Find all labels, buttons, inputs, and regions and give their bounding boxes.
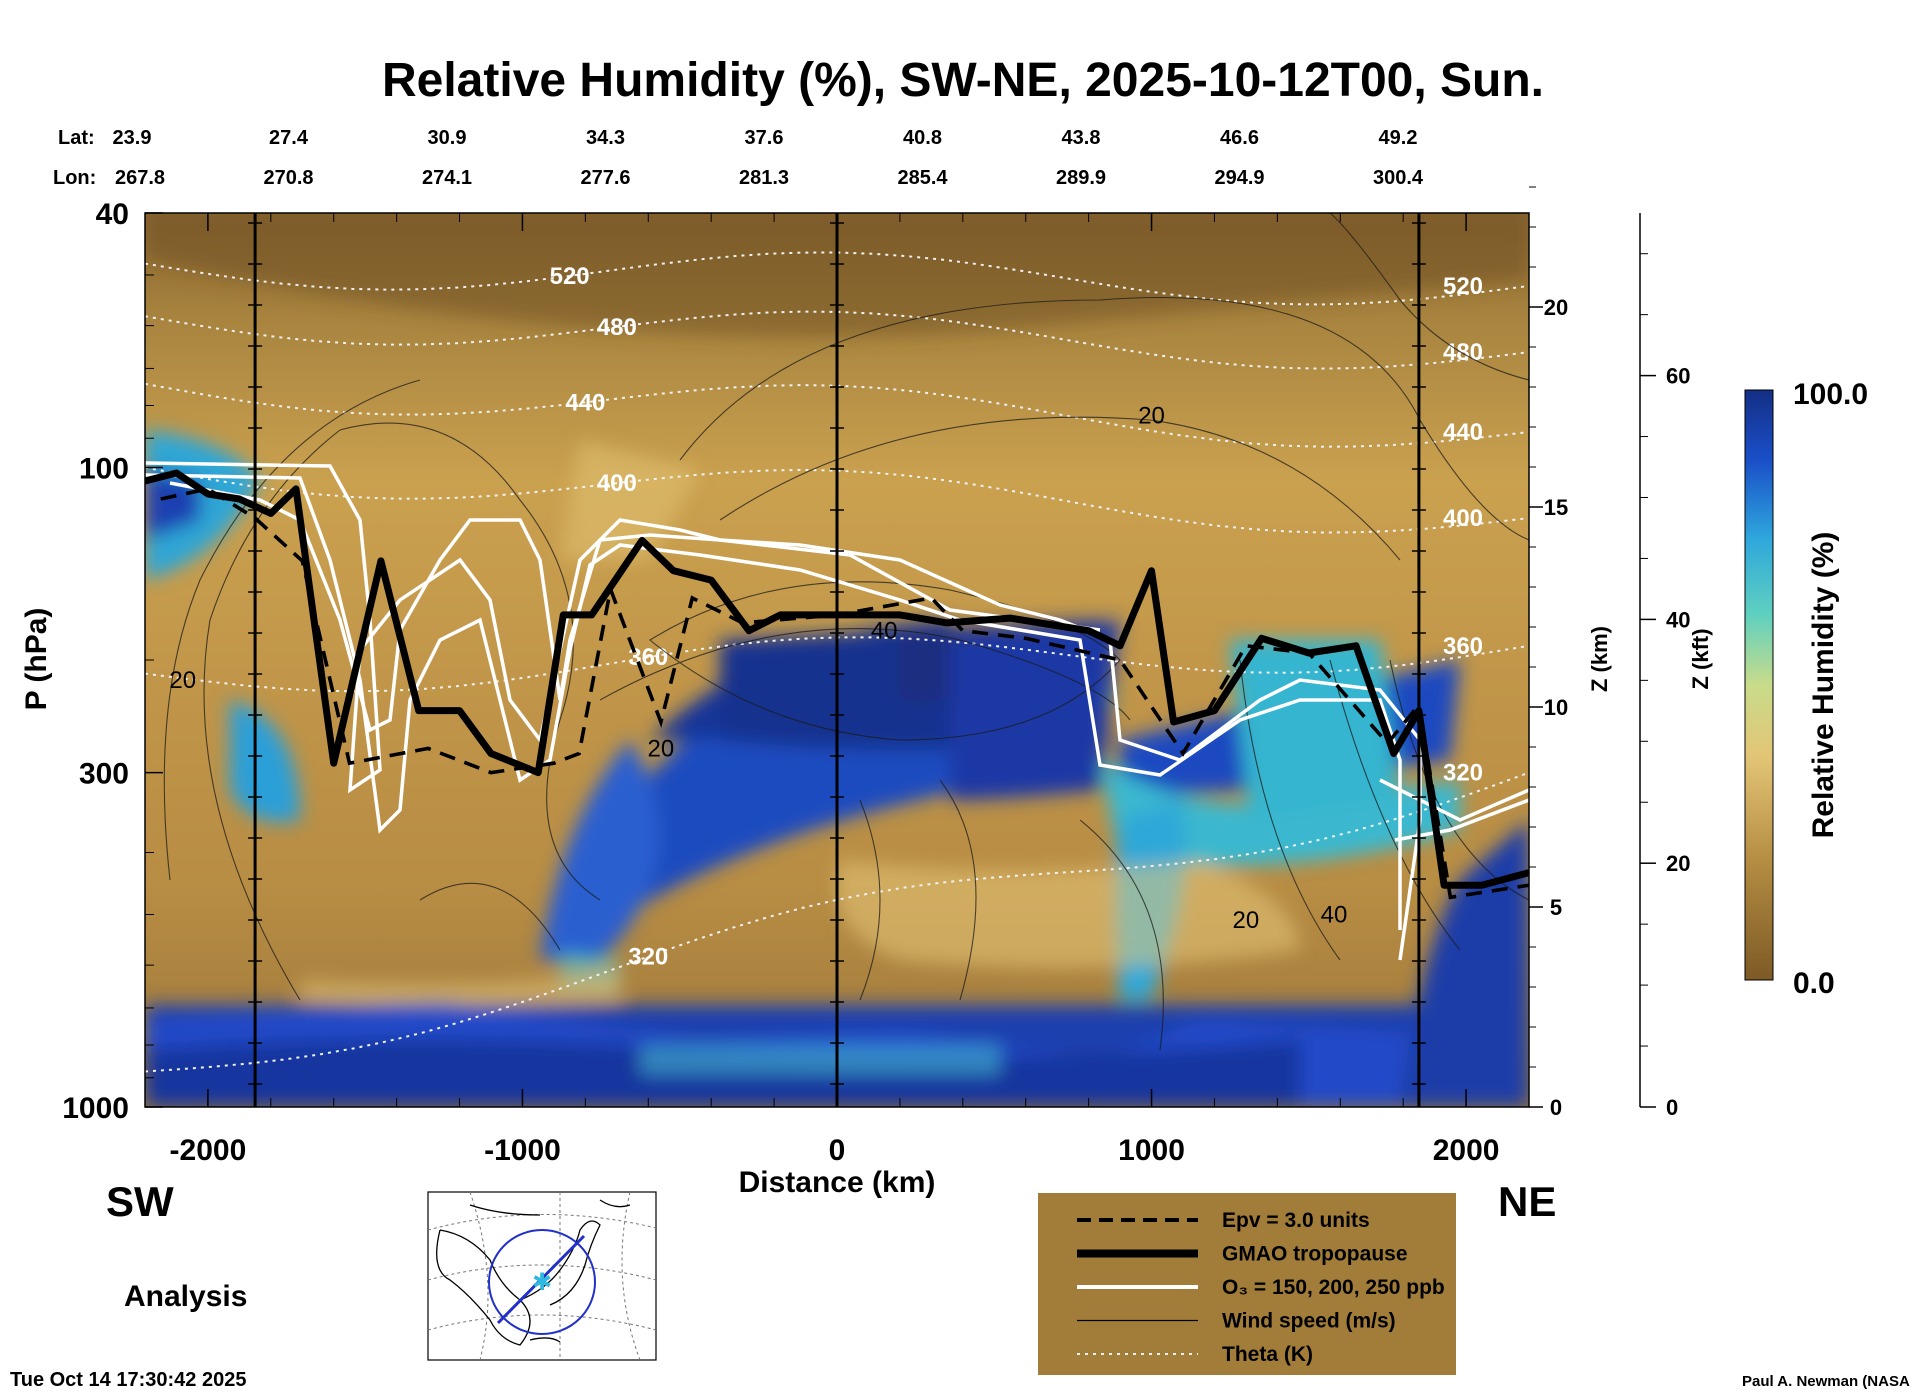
lat-value: 27.4	[269, 127, 309, 149]
legend-label: Wind speed (m/s)	[1222, 1310, 1396, 1333]
theta-label: 400	[1443, 505, 1483, 532]
lat-value: 40.8	[903, 127, 942, 149]
theta-line	[145, 771, 1529, 1073]
z-km-tick-label: 0	[1550, 1095, 1562, 1120]
z-kft-tick-label: 40	[1666, 607, 1690, 632]
z-km-tick-label: 15	[1544, 495, 1568, 520]
y-tick-label: 100	[79, 452, 129, 485]
theta-label: 480	[1443, 339, 1483, 366]
credit: Paul A. Newman (NASA	[1742, 1373, 1910, 1390]
z-kft-axis: 0 20 40 60	[1639, 213, 1690, 1120]
wind-speed-label: 40	[1321, 901, 1348, 928]
colorbar-title: Relative Humidity (%)	[1807, 532, 1840, 839]
theta-line	[145, 251, 1529, 306]
theta-label: 440	[1443, 419, 1483, 446]
wind-speed-label: 20	[1138, 403, 1165, 430]
legend-box	[1038, 1193, 1456, 1375]
lon-value: 294.9	[1214, 167, 1264, 189]
legend-label: O₃ = 150, 200, 250 ppb	[1222, 1276, 1445, 1299]
z-kft-tick-label: 20	[1666, 851, 1690, 876]
x-tick-label: 0	[829, 1134, 846, 1167]
inset-map-center-icon: ✱	[532, 1269, 552, 1296]
lat-value: 49.2	[1379, 127, 1418, 149]
lon-value: 270.8	[263, 167, 313, 189]
chart-title: Relative Humidity (%), SW-NE, 2025-10-12…	[382, 54, 1544, 107]
rh-field	[145, 213, 1529, 1107]
theta-label: 440	[565, 389, 605, 416]
y-tick-label: 300	[79, 758, 129, 791]
lat-value: 37.6	[745, 127, 784, 149]
legend-label: GMAO tropopause	[1222, 1243, 1408, 1266]
theta-line	[145, 382, 1529, 448]
theta-label: 320	[628, 944, 668, 971]
z-km-tick-label: 5	[1550, 895, 1562, 920]
z-km-axis: 0 5 10 15 20	[1529, 186, 1568, 1120]
y-axis-label: P (hPa)	[20, 608, 53, 711]
wind-speed-label: 40	[871, 618, 898, 645]
theta-label: 360	[1443, 633, 1483, 660]
x-tick-label: 1000	[1118, 1134, 1185, 1167]
lat-lon-row: 23.9 267.8 27.4 270.8 30.9 274.1 34.3 277.6 37.6…	[113, 127, 1424, 189]
lon-value: 274.1	[422, 167, 472, 189]
x-axis: -2000 -1000 0 1000 2000	[144, 213, 1530, 1167]
theta-label: 400	[597, 470, 637, 497]
y-axis: 40 100 300 1000	[62, 198, 163, 1125]
z-kft-tick-label: 0	[1666, 1095, 1678, 1120]
ne-label: NE	[1498, 1178, 1556, 1225]
colorbar-gradient	[1744, 389, 1774, 981]
analysis-label: Analysis	[124, 1280, 247, 1313]
lat-value: 43.8	[1062, 127, 1101, 149]
lon-value: 281.3	[739, 167, 789, 189]
z-km-label: Z (km)	[1587, 626, 1612, 692]
lon-label: Lon:	[53, 167, 96, 189]
x-tick-label: -1000	[484, 1134, 561, 1167]
z-kft-label: Z (kft)	[1688, 628, 1713, 689]
theta-label: 320	[1443, 760, 1483, 787]
legend: Epv = 3.0 units GMAO tropopause O₃ = 150, …	[1038, 1193, 1456, 1375]
wind-speed-contours	[163, 213, 1529, 1051]
theta-label: 520	[1443, 273, 1483, 300]
sw-label: SW	[106, 1178, 174, 1225]
x-tick-label: -2000	[170, 1134, 247, 1167]
ozone-contours	[145, 461, 1529, 961]
wind-speed-label: 20	[169, 667, 196, 694]
lat-value: 23.9	[113, 127, 152, 149]
colorbar: 100.0 0.0 Relative Humidity (%)	[1744, 378, 1868, 1000]
lon-value: 300.4	[1373, 167, 1424, 189]
wind-speed-label: 20	[648, 735, 675, 762]
z-kft-tick-label: 60	[1666, 364, 1690, 389]
lat-value: 30.9	[428, 127, 467, 149]
theta-line	[145, 310, 1529, 370]
lat-value: 34.3	[586, 127, 625, 149]
legend-label: Epv = 3.0 units	[1222, 1209, 1370, 1232]
lat-label: Lat:	[58, 127, 95, 149]
gmao-tropopause-line	[145, 469, 1529, 889]
theta-line	[145, 466, 1529, 534]
wind-speed-labels: 20 20 20 40 20 40	[169, 403, 1347, 934]
lon-value: 267.8	[115, 167, 165, 189]
theta-label: 520	[550, 263, 590, 290]
theta-label: 480	[597, 314, 637, 341]
inset-map: ✱	[427, 1191, 657, 1361]
lon-value: 289.9	[1056, 167, 1106, 189]
y-tick-label: 40	[96, 198, 129, 231]
y-tick-label: 1000	[62, 1092, 129, 1125]
vertical-markers	[248, 213, 1426, 1107]
colorbar-max-label: 100.0	[1793, 378, 1868, 411]
colorbar-min-label: 0.0	[1793, 967, 1835, 1000]
legend-label: Theta (K)	[1222, 1343, 1313, 1366]
timestamp: Tue Oct 14 17:30:42 2025	[10, 1369, 246, 1391]
z-km-tick-label: 20	[1544, 295, 1568, 320]
lon-value: 285.4	[897, 167, 948, 189]
lon-value: 277.6	[580, 167, 630, 189]
x-tick-label: 2000	[1433, 1134, 1500, 1167]
wind-speed-label: 20	[1233, 907, 1260, 934]
lat-value: 46.6	[1220, 127, 1259, 149]
x-axis-label: Distance (km)	[739, 1166, 936, 1199]
z-km-tick-label: 10	[1544, 695, 1568, 720]
